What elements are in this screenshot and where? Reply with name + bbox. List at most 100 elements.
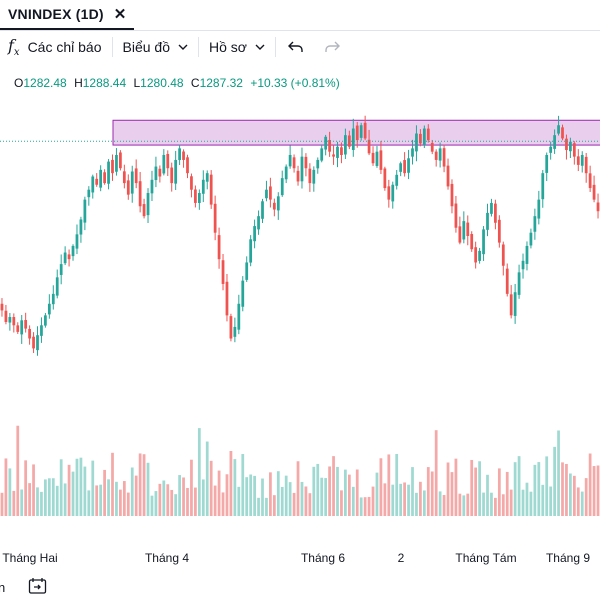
candle: [55, 269, 59, 299]
volume-bar: [458, 493, 462, 516]
candle: [154, 156, 158, 188]
candle-body: [241, 280, 245, 307]
volume-bar: [588, 453, 592, 516]
redo-button[interactable]: [314, 31, 350, 63]
volume-bar: [411, 467, 414, 516]
candle-body: [565, 138, 568, 151]
candle: [158, 165, 162, 183]
candle-body: [572, 143, 576, 157]
candle-body: [576, 156, 580, 165]
candle: [71, 244, 75, 261]
candle-body: [217, 235, 221, 260]
candle: [67, 249, 71, 267]
calendar-goto-icon[interactable]: [28, 577, 48, 595]
volume-bar: [213, 485, 217, 516]
candle-body: [383, 168, 387, 189]
candle: [0, 298, 4, 317]
volume-bar: [383, 483, 387, 516]
volume-bar: [320, 477, 324, 516]
candle: [442, 144, 446, 173]
volume-bar: [419, 481, 422, 516]
candle-body: [580, 154, 584, 166]
volume-bar: [351, 486, 355, 516]
candle: [387, 179, 391, 208]
volume-bar: [434, 430, 438, 516]
candle: [213, 195, 217, 241]
candle-body: [20, 320, 24, 335]
candle-body: [462, 221, 466, 240]
candle-body: [529, 232, 533, 246]
candle: [20, 314, 24, 344]
volume-bar: [576, 487, 580, 516]
candle: [178, 144, 181, 166]
toolbar-divider: [197, 37, 199, 57]
volume-bar: [426, 467, 430, 516]
volume-bar: [79, 457, 83, 516]
candle: [430, 139, 434, 155]
candle: [217, 227, 221, 269]
volume-bar: [561, 462, 564, 516]
candle-body: [186, 157, 189, 174]
volume-bar: [67, 464, 71, 516]
candle-body: [415, 133, 418, 152]
candle: [359, 122, 363, 141]
candle-body: [328, 139, 331, 152]
symbol-tab[interactable]: VNINDEX (1D) ✕: [0, 0, 135, 30]
volume-bar: [565, 463, 568, 516]
price-chart[interactable]: Tháng Hai Tháng 4 Tháng 6 2 Tháng Tám Tháng 9: [0, 0, 600, 572]
volume-bar: [261, 478, 264, 516]
candle-body: [158, 168, 162, 177]
volume-bar: [450, 472, 454, 516]
candle-body: [375, 151, 379, 166]
candle: [351, 118, 355, 157]
volume-bar: [379, 458, 383, 516]
volume-bar: [16, 425, 20, 516]
candle-body: [438, 148, 442, 161]
tab-bar: VNINDEX (1D) ✕: [0, 0, 600, 31]
candle: [146, 188, 150, 224]
candle-body: [403, 160, 406, 174]
candle: [375, 145, 379, 168]
candle: [438, 142, 442, 168]
candle-body: [209, 174, 213, 205]
candle: [190, 173, 193, 198]
indicators-button[interactable]: fx Các chỉ báo: [0, 31, 110, 63]
volume-bar: [296, 461, 300, 516]
candle-body: [24, 319, 28, 329]
volume-bar: [130, 467, 134, 516]
candle-body: [513, 292, 517, 316]
candle: [44, 312, 47, 328]
candle-body: [205, 173, 209, 182]
volume-bar: [288, 482, 292, 516]
candle-body: [533, 216, 537, 232]
candle: [533, 208, 537, 240]
candle-body: [592, 184, 596, 200]
time-axis-label: Tháng 4: [145, 551, 189, 565]
candle: [545, 152, 549, 182]
volume-bar: [24, 460, 28, 516]
candle-body: [332, 154, 335, 157]
volume-bar: [438, 491, 442, 516]
candle-body: [36, 335, 39, 351]
toolbar-divider: [274, 37, 276, 57]
candle: [107, 159, 110, 190]
chart-type-dropdown[interactable]: Biểu đồ: [115, 31, 196, 63]
candle: [363, 115, 367, 141]
candle-body: [272, 202, 276, 210]
candles: [0, 115, 600, 356]
volume-bar: [391, 484, 395, 516]
candle: [470, 231, 474, 252]
volume-bar: [170, 489, 174, 516]
candle-body: [407, 158, 410, 173]
volume-bar: [541, 484, 545, 516]
candle-body: [434, 151, 438, 160]
volume-bar: [63, 483, 67, 516]
volume-bar: [138, 453, 142, 516]
volume-bar: [312, 466, 316, 516]
close-icon[interactable]: ✕: [113, 6, 127, 23]
profile-dropdown[interactable]: Hồ sơ: [201, 31, 273, 63]
candle-body: [351, 128, 355, 151]
undo-button[interactable]: [278, 31, 314, 63]
volume-bar: [83, 466, 87, 516]
candle: [316, 157, 320, 174]
